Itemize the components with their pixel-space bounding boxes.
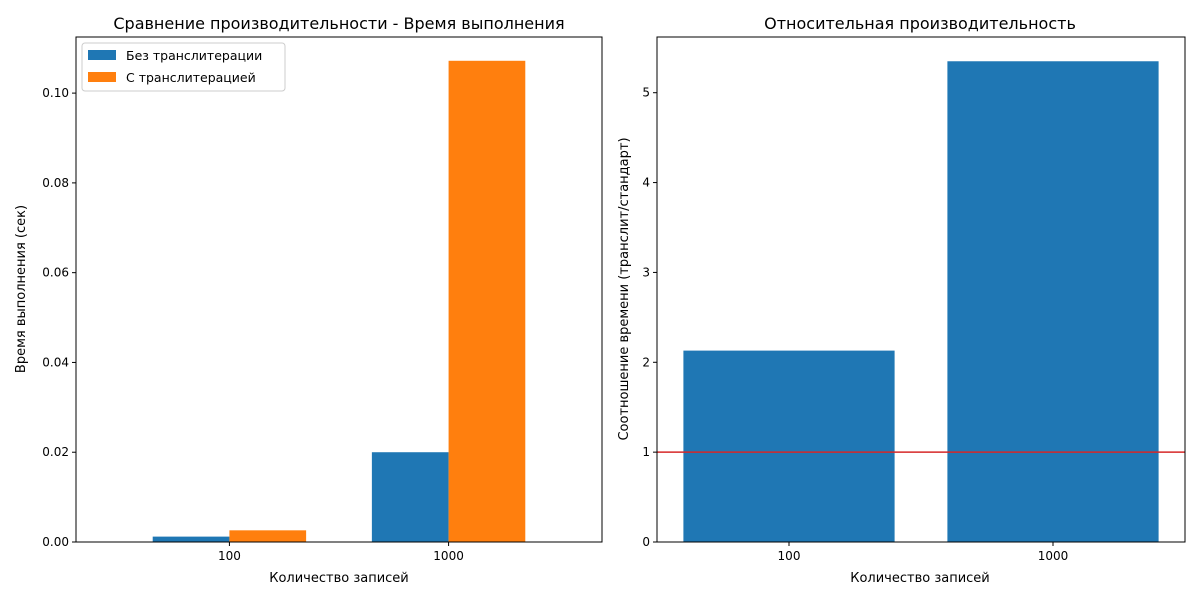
- x-tick-label: 100: [218, 549, 241, 563]
- y-tick-label: 0.08: [42, 176, 69, 190]
- chart-title: Относительная производительность: [764, 14, 1076, 33]
- x-axis-label: Количество записей: [269, 571, 409, 586]
- chart-execution-time: Сравнение производительности - Время вып…: [14, 14, 603, 586]
- bars-group: [152, 60, 526, 543]
- legend-label-without-transliteration: Без транслитерации: [126, 48, 262, 63]
- y-tick-label: 0.10: [42, 86, 69, 100]
- y-tick-label: 5: [642, 86, 650, 100]
- legend-box: [81, 42, 286, 92]
- bar-ratio-100: [683, 350, 895, 542]
- bar-with-transliteration-100: [229, 530, 307, 542]
- legend-swatch-with-transliteration: [88, 72, 116, 82]
- x-tick-label: 100: [778, 549, 801, 563]
- y-tick-label: 4: [642, 176, 650, 190]
- y-tick-label: 0.00: [42, 535, 69, 549]
- y-tick-label: 2: [642, 355, 650, 369]
- bar-without-transliteration-1000: [371, 452, 449, 542]
- x-tick-label: 1000: [433, 549, 464, 563]
- legend-swatch-without-transliteration: [88, 50, 116, 60]
- y-tick-label: 0.04: [42, 355, 69, 369]
- x-ticks: 100 1000: [218, 542, 464, 563]
- chart-title: Сравнение производительности - Время вып…: [113, 14, 564, 33]
- y-tick-label: 0: [642, 535, 650, 549]
- bar-without-transliteration-100: [152, 536, 230, 542]
- y-tick-label: 0.06: [42, 266, 69, 280]
- y-tick-label: 1: [642, 445, 650, 459]
- y-axis-label: Время выполнения (сек): [14, 205, 29, 373]
- y-ticks: 0.00 0.02 0.04 0.06 0.08 0.10: [42, 86, 76, 549]
- legend: Без транслитерации С транслитерацией: [81, 42, 286, 92]
- legend-label-with-transliteration: С транслитерацией: [126, 70, 256, 85]
- bars-group: [683, 61, 1159, 542]
- x-axis-label: Количество записей: [850, 571, 990, 586]
- y-tick-label: 0.02: [42, 445, 69, 459]
- plot-frame: [75, 36, 603, 543]
- bar-with-transliteration-1000: [448, 60, 526, 543]
- bar-ratio-1000: [947, 61, 1159, 542]
- x-tick-label: 1000: [1038, 549, 1069, 563]
- y-axis-label: Соотношение времени (транслит/стандарт): [617, 137, 632, 440]
- plot-frame: [656, 36, 1186, 543]
- chart-relative-performance: Относительная производительность Количес…: [617, 14, 1186, 586]
- y-ticks: 0 1 2 3 4 5: [642, 86, 657, 549]
- x-ticks: 100 1000: [778, 542, 1069, 563]
- y-tick-label: 3: [642, 265, 650, 279]
